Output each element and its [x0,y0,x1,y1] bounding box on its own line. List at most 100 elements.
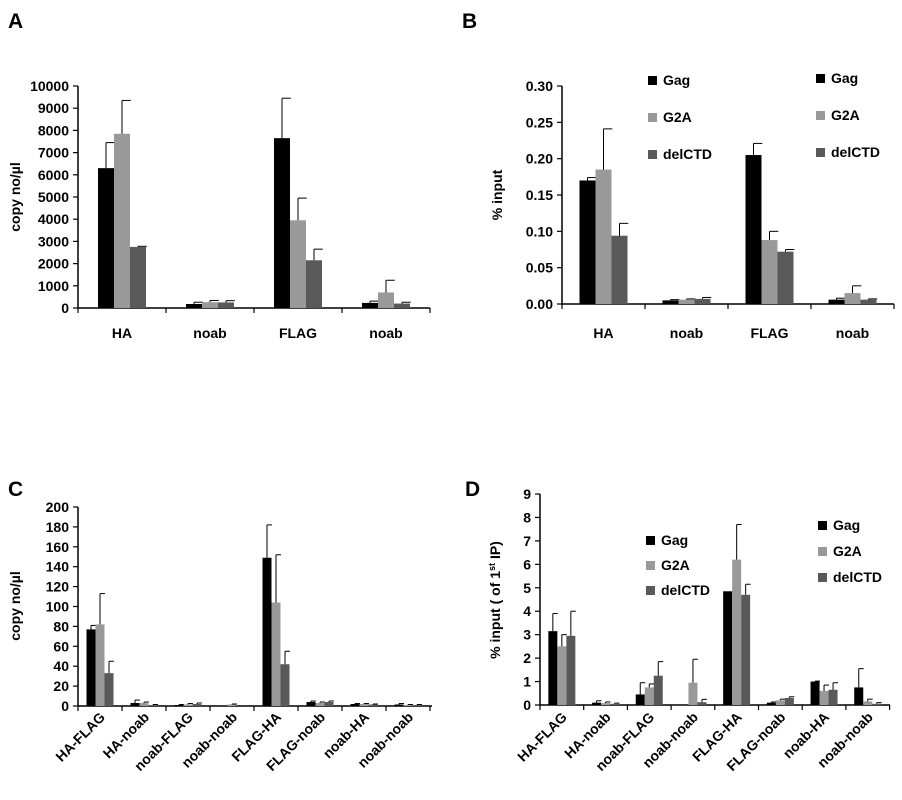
bar-g2a [378,292,394,308]
chart-panel-b: B % input 0.00 0.05 0.10 0.15 0.20 0.25 0.30 HA no… [462,10,895,341]
legend-label: delCTD [831,144,880,160]
y-tick-label: 7000 [38,145,69,161]
legend-swatch-delctd [646,586,655,595]
y-tick-label: 2 [523,650,531,666]
legend-label: delCTD [833,569,882,585]
legend-label: delCTD [663,146,712,162]
y-tick-label: 3000 [38,233,69,249]
bar-g2a [95,624,105,706]
bar-gag [130,703,140,706]
y-tick-label: 8 [523,509,531,525]
bar-gag [548,631,558,705]
bar-delctd [697,702,707,705]
legend-swatch-g2a [816,111,825,120]
bar-g2a [644,687,654,705]
legend-label: Gag [833,517,860,533]
x-tick-label: noab [193,325,226,341]
y-axis-title: % input ( of 1st IP) [487,541,503,659]
bar-delctd [828,689,838,705]
bar-delctd [394,303,410,308]
bar-delctd [324,702,334,706]
legend-swatch-delctd [648,150,657,159]
y-tick-label: 7 [523,533,531,549]
y-tick-label: 0.00 [526,296,553,312]
y-tick-label: 0.25 [526,114,553,130]
y-tick-label: 5000 [38,189,69,205]
y-tick-label: 4 [523,603,531,619]
bar-gag [810,681,820,705]
bar-gag [274,138,290,308]
bar-delctd [280,664,290,706]
y-tick-label: 1 [523,674,531,690]
x-tick-label: HA [112,325,132,341]
bar-delctd [610,703,620,705]
y-tick-label: 1000 [38,278,69,294]
legend-swatch-g2a [646,561,655,570]
y-tick-label: 40 [53,658,69,674]
y-axis-title-end: IP) [487,541,503,563]
bar-gag [262,557,272,706]
y-tick-label: 80 [53,618,69,634]
x-tick-label: noab [369,325,402,341]
bar-delctd [784,697,794,705]
x-tick-label: HA [593,325,613,341]
y-tick-label: 0.10 [526,223,553,239]
legend: Gag G2A delCTD [646,532,710,598]
bar-g2a [844,293,861,304]
panel-letter: B [462,10,477,33]
bar-gag [86,629,96,706]
y-tick-label: 0.30 [526,78,553,94]
bar-delctd [872,703,882,705]
x-tick-label: FLAG [750,325,788,341]
y-tick-label: 2000 [38,256,69,272]
bar-g2a [601,703,611,705]
y-tick-label: 10000 [30,78,69,94]
bar-g2a [202,302,218,308]
bar-g2a [819,690,829,705]
chart-panel-d: D% input ( of 1st IP)0123456789HA-FLAGHA… [465,478,891,774]
bar-delctd [412,705,422,706]
bar-g2a [183,704,193,706]
bar-delctd [860,299,877,304]
bar-gag [306,702,316,706]
y-tick-label: 4000 [38,211,69,227]
bar-gag [723,591,733,705]
y-tick-label: 3 [523,627,531,643]
legend-swatch-gag [816,74,825,83]
y-tick-label: 8000 [38,122,69,138]
legend-label: G2A [661,557,690,573]
bar-gag [745,155,762,304]
bar-gag [635,694,645,705]
y-tick-label: 0.15 [526,187,553,203]
bar-gag [174,705,184,706]
y-tick-label: 200 [46,499,70,515]
bar-gag [828,299,845,304]
y-tick-label: 120 [46,579,70,595]
bar-g2a [775,700,785,705]
y-axis-title-main: % input ( of 1 [487,571,503,659]
bar-g2a [403,705,413,706]
legend-label: Gag [831,70,858,86]
bar-gag [854,687,864,705]
legend: Gag G2A delCTD [816,70,880,160]
y-tick-label: 5 [523,580,531,596]
y-tick-label: 0 [523,697,531,713]
bar-g2a [732,559,742,705]
y-axis-title-sup: st [487,563,497,571]
bar-gag [592,702,602,705]
bar-g2a [863,701,873,705]
bar-g2a [678,299,695,304]
legend-label: Gag [663,72,690,88]
y-tick-label: 6000 [38,167,69,183]
legend-swatch-delctd [816,148,825,157]
y-axis-title: % input [489,169,505,220]
bar-delctd [611,235,628,304]
bar-delctd [192,704,202,706]
bar-delctd [148,705,158,706]
bar-gag [394,704,404,706]
bar-delctd [104,673,114,706]
y-tick-label: 140 [46,559,70,575]
bar-g2a [290,220,306,308]
bar-g2a [595,169,612,304]
bar-gag [350,704,360,706]
